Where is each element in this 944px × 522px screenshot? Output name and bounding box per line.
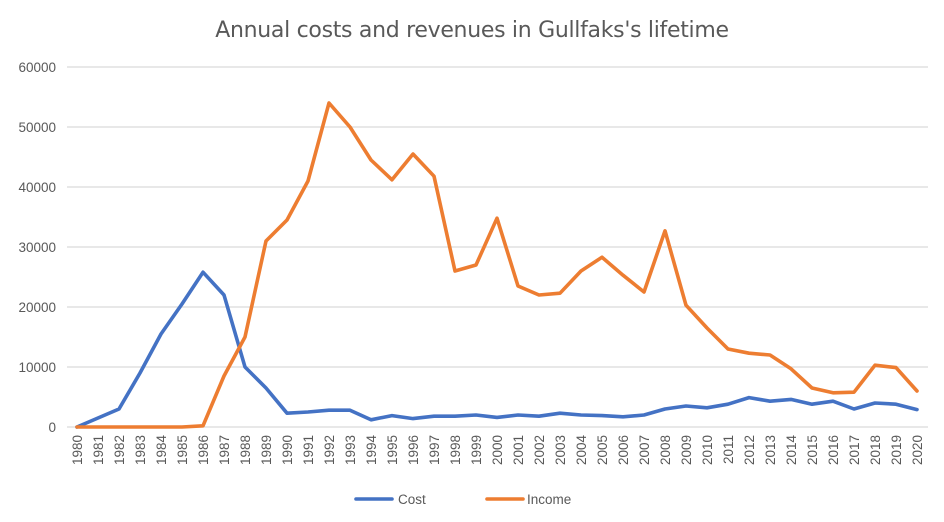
- x-tick-label: 2005: [595, 435, 610, 465]
- legend-label-cost: Cost: [398, 492, 426, 507]
- y-tick-label: 20000: [18, 300, 56, 315]
- x-tick-label: 1982: [112, 435, 127, 465]
- series-line-cost: [75, 270, 919, 429]
- gridlines: [67, 66, 928, 428]
- x-tick-label: 1987: [217, 435, 232, 465]
- x-tick-label: 1988: [238, 435, 253, 465]
- x-tick-label: 2019: [889, 435, 904, 465]
- x-tick-label: 1993: [343, 435, 358, 465]
- x-tick-label: 2020: [910, 435, 925, 465]
- y-tick-label: 60000: [18, 60, 56, 75]
- x-tick-label: 2018: [868, 435, 883, 465]
- y-tick-label: 0: [48, 420, 56, 435]
- x-tick-label: 1999: [469, 435, 484, 465]
- chart-title: Annual costs and revenues in Gullfaks's …: [215, 18, 729, 43]
- x-tick-label: 1996: [406, 435, 421, 465]
- series-line-income: [75, 101, 919, 429]
- x-tick-label: 1994: [364, 435, 379, 466]
- x-tick-label: 2011: [721, 435, 736, 464]
- y-axis: 0 10000 20000 30000 40000 50000 60000: [18, 60, 56, 435]
- x-tick-label: 2001: [511, 435, 526, 465]
- x-tick-label: 1990: [280, 435, 295, 465]
- x-tick-label: 2012: [742, 435, 757, 465]
- x-tick-label: 1985: [175, 435, 190, 465]
- x-tick-label: 2017: [847, 435, 862, 465]
- x-axis: 1980 1981 1982 1983 1984 1985 1986 1987 1988 1989…: [70, 435, 925, 466]
- x-tick-label: 2009: [679, 435, 694, 465]
- x-tick-label: 1986: [196, 435, 211, 465]
- y-tick-label: 10000: [18, 360, 56, 375]
- x-tick-label: 2007: [637, 435, 652, 465]
- x-tick-label: 2008: [658, 435, 673, 465]
- x-tick-label: 1984: [154, 435, 169, 466]
- x-tick-label: 1981: [91, 435, 106, 465]
- x-tick-label: 1998: [448, 435, 463, 465]
- x-tick-label: 2006: [616, 435, 631, 465]
- x-tick-label: 1980: [70, 435, 85, 465]
- legend: Cost Income: [354, 492, 571, 507]
- x-tick-label: 2000: [490, 435, 505, 465]
- x-tick-label: 2016: [826, 435, 841, 465]
- x-tick-label: 2013: [763, 435, 778, 465]
- x-tick-label: 2010: [700, 435, 715, 465]
- series-lines: [75, 101, 919, 429]
- y-tick-label: 50000: [18, 120, 56, 135]
- y-tick-label: 30000: [18, 240, 56, 255]
- y-tick-label: 40000: [18, 180, 56, 195]
- x-tick-label: 1991: [301, 435, 316, 465]
- x-tick-label: 1989: [259, 435, 274, 465]
- x-tick-label: 2015: [805, 435, 820, 465]
- x-tick-label: 1997: [427, 435, 442, 465]
- legend-label-income: Income: [527, 492, 571, 507]
- x-tick-label: 2014: [784, 435, 799, 466]
- x-tick-label: 2002: [532, 435, 547, 465]
- x-tick-label: 2003: [553, 435, 568, 465]
- x-tick-label: 1983: [133, 435, 148, 465]
- x-tick-label: 1992: [322, 435, 337, 465]
- x-tick-label: 2004: [574, 435, 589, 466]
- x-tick-label: 1995: [385, 435, 400, 465]
